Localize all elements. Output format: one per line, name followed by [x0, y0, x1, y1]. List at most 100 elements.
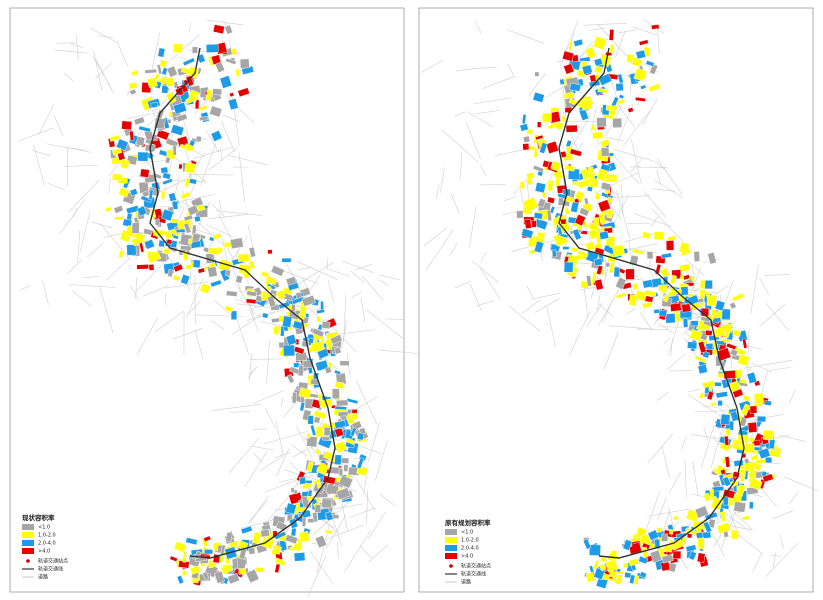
land-block — [185, 537, 198, 546]
road — [38, 105, 54, 135]
road — [474, 20, 482, 34]
land-block — [704, 329, 713, 337]
land-block — [557, 226, 563, 236]
road — [205, 130, 220, 153]
land-block — [172, 274, 180, 282]
land-block — [292, 542, 303, 552]
road — [627, 222, 651, 225]
land-block — [271, 317, 280, 324]
road — [385, 318, 405, 320]
road — [219, 147, 223, 162]
road — [341, 320, 348, 349]
road — [31, 150, 51, 157]
road — [368, 544, 389, 563]
road — [238, 152, 245, 202]
land-block — [542, 112, 552, 123]
land-block — [598, 73, 613, 86]
road — [587, 27, 606, 31]
land-block — [599, 556, 607, 563]
road — [68, 179, 100, 213]
road — [253, 452, 263, 463]
land-block — [212, 232, 222, 241]
land-block — [685, 544, 697, 553]
road — [263, 430, 309, 445]
land-block — [612, 117, 623, 128]
land-block — [168, 111, 173, 117]
road — [63, 164, 98, 167]
land-block — [301, 294, 316, 307]
land-block — [281, 257, 292, 263]
land-block — [136, 264, 149, 270]
land-block — [299, 306, 307, 316]
land-block — [533, 212, 544, 220]
land-block — [585, 241, 596, 251]
road — [608, 325, 658, 330]
road — [479, 267, 501, 301]
land-block — [526, 172, 535, 180]
road — [185, 277, 204, 319]
land-block — [316, 461, 330, 476]
land-block — [225, 532, 233, 542]
land-block — [696, 552, 706, 563]
land-block — [598, 213, 607, 225]
land-block — [323, 427, 331, 437]
road — [135, 264, 163, 292]
land-block — [617, 73, 624, 84]
land-block — [178, 163, 183, 170]
land-block — [609, 261, 615, 274]
land-block — [746, 371, 758, 384]
land-block — [137, 151, 149, 162]
land-block — [175, 228, 186, 234]
land-block — [246, 290, 257, 297]
land-block — [519, 181, 525, 190]
land-block — [162, 172, 172, 180]
land-block — [737, 353, 750, 367]
land-block — [163, 248, 171, 255]
road — [598, 303, 614, 317]
land-block — [605, 559, 619, 573]
land-block — [563, 63, 575, 75]
road — [307, 556, 326, 598]
land-block — [227, 572, 240, 585]
land-block — [596, 265, 604, 276]
road — [583, 284, 589, 318]
land-block — [195, 135, 202, 142]
land-block — [345, 437, 356, 445]
land-block — [551, 249, 557, 258]
road — [337, 541, 339, 560]
land-block — [687, 341, 698, 350]
legend-label: >4.0 — [38, 549, 50, 555]
land-block — [742, 338, 748, 349]
land-block — [311, 327, 325, 338]
road — [68, 284, 116, 288]
road — [590, 274, 599, 299]
road — [789, 389, 796, 404]
land-block — [219, 75, 233, 89]
land-block — [661, 288, 668, 294]
land-block — [768, 439, 776, 450]
road — [725, 279, 734, 302]
land-block — [690, 320, 699, 327]
land-block — [646, 251, 654, 260]
road — [361, 275, 384, 301]
land-block — [293, 552, 306, 562]
road — [476, 300, 494, 307]
land-block — [285, 276, 297, 286]
land-block — [594, 192, 601, 201]
road — [95, 58, 114, 93]
land-block — [161, 85, 169, 94]
road — [188, 300, 201, 315]
road — [150, 33, 161, 74]
land-block — [118, 250, 125, 259]
land-block — [356, 432, 365, 441]
land-block — [322, 475, 336, 485]
land-block — [628, 558, 640, 567]
road — [274, 452, 291, 459]
road — [692, 461, 699, 497]
road — [621, 185, 623, 214]
land-block — [742, 394, 751, 402]
road — [450, 242, 458, 256]
road — [630, 158, 643, 173]
road — [528, 73, 546, 96]
road — [750, 264, 759, 314]
